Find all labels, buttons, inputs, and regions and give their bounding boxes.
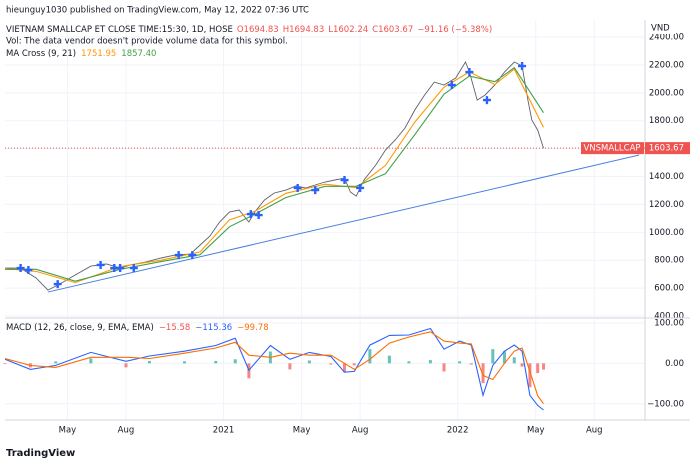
symbol-title: VIETNAM SMALLCAP ET CLOSE TIME:15:30, 1D… xyxy=(6,25,233,35)
cross-marker xyxy=(246,210,255,219)
cross-marker xyxy=(447,81,456,90)
ohlc-value: C1603.67 xyxy=(372,25,413,35)
ma-legend: MA Cross (9, 21) 1751.95 1857.40 xyxy=(6,49,156,59)
legend-title: VIETNAM SMALLCAP ET CLOSE TIME:15:30, 1D… xyxy=(6,25,492,35)
histogram-bar xyxy=(329,363,333,365)
cross-marker xyxy=(116,264,125,273)
cross-marker xyxy=(465,68,474,77)
macd-value: −115.36 xyxy=(195,323,232,333)
x-tick-label: Aug xyxy=(586,426,603,436)
histogram-bar xyxy=(343,363,347,373)
y-tick-label: 1200.00 xyxy=(649,200,684,210)
x-tick-label: May xyxy=(59,426,77,436)
volume-note: Vol: The data vendor doesn't provide vol… xyxy=(6,37,288,47)
histogram-bar xyxy=(520,363,524,367)
y-tick-label: 400.00 xyxy=(654,312,684,322)
y-tick-label: 2200.00 xyxy=(649,60,684,70)
x-tick-label: 2022 xyxy=(447,426,469,436)
histogram-bar xyxy=(368,349,372,364)
y-tick-label: −100.00 xyxy=(647,399,684,409)
histogram-bar xyxy=(214,360,218,364)
histogram-bar xyxy=(89,358,93,364)
y-tick-label: 1800.00 xyxy=(649,116,684,126)
histogram-bar xyxy=(147,360,151,364)
cross-marker xyxy=(24,266,33,275)
x-tick-label: May xyxy=(527,426,545,436)
histogram-bar xyxy=(536,363,540,374)
histogram-bar xyxy=(503,351,507,364)
cross-marker xyxy=(518,62,527,71)
histogram-bar xyxy=(54,361,58,364)
ma-title: MA Cross (9, 21) xyxy=(6,49,76,59)
y-tick-label: 2000.00 xyxy=(649,88,684,98)
y-tick-label: 1000.00 xyxy=(649,228,684,238)
cross-marker xyxy=(356,183,365,192)
macd-line xyxy=(4,327,544,411)
ma-line xyxy=(5,66,544,282)
y-tick-label: 1400.00 xyxy=(649,172,684,182)
histogram-bar xyxy=(469,363,473,365)
ma-value: 1751.95 xyxy=(81,49,116,59)
macd-title: MACD (12, 26, close, 9, EMA, EMA) xyxy=(6,323,154,333)
histogram-bar xyxy=(288,363,292,370)
histogram-bar xyxy=(542,363,546,370)
symbol-tag-bg xyxy=(581,142,644,155)
macd-legend: MACD (12, 26, close, 9, EMA, EMA) −15.58−… xyxy=(6,323,269,333)
ma-line xyxy=(4,68,544,284)
y-tick-label: 600.00 xyxy=(654,284,684,294)
histogram-bar xyxy=(352,363,356,366)
y-tick-label: 100.00 xyxy=(654,318,684,328)
histogram-bar xyxy=(307,360,311,364)
trendline xyxy=(47,154,640,293)
cross-marker xyxy=(340,176,349,185)
histogram-bar xyxy=(387,355,391,364)
histogram-bar xyxy=(512,357,516,364)
histogram-bar xyxy=(124,363,128,368)
ohlc-value: L1602.24 xyxy=(328,25,368,35)
histogram-bar xyxy=(458,361,462,364)
histogram-bar xyxy=(528,363,532,388)
y-tick-label: 0.00 xyxy=(665,359,684,369)
histogram-bar xyxy=(3,363,7,365)
cross-marker xyxy=(293,183,302,192)
histogram-bar xyxy=(428,360,432,364)
x-tick-label: May xyxy=(293,426,311,436)
axis-label: VND xyxy=(651,24,670,34)
ohlc-value: −91.16 (−5.38%) xyxy=(417,25,492,35)
ohlc-value: H1694.83 xyxy=(283,25,325,35)
cross-marker xyxy=(96,260,105,269)
symbol-tag: VNSMALLCAP xyxy=(583,144,640,154)
cross-marker xyxy=(482,96,491,105)
ohlc-value: O1694.83 xyxy=(237,25,279,35)
cross-marker xyxy=(129,264,138,273)
cross-marker xyxy=(254,211,263,220)
published-note: hieunguy1030 published on TradingView.co… xyxy=(6,6,309,16)
cross-marker xyxy=(188,251,197,260)
macd-value: −99.78 xyxy=(237,323,268,333)
cross-marker xyxy=(53,280,62,289)
last-price-label: 1603.67 xyxy=(649,144,684,154)
histogram-bar xyxy=(407,361,411,364)
axis-label-bg xyxy=(646,22,676,34)
cross-marker xyxy=(16,264,25,273)
footer-logo: TradingView xyxy=(6,448,75,459)
y-tick-label: 800.00 xyxy=(654,256,684,266)
histogram-bar xyxy=(183,361,187,364)
x-tick-label: Aug xyxy=(118,426,135,436)
x-tick-label: 2021 xyxy=(213,426,235,436)
x-tick-label: Aug xyxy=(352,426,369,436)
y-tick-label: 2400.00 xyxy=(649,33,684,43)
last-price-bg xyxy=(645,142,690,155)
cross-marker xyxy=(311,186,320,195)
histogram-bar xyxy=(233,359,237,364)
macd-value: −15.58 xyxy=(159,323,190,333)
histogram-bar xyxy=(481,363,485,384)
histogram-bar xyxy=(491,349,495,364)
signal-line xyxy=(4,331,544,405)
histogram-bar xyxy=(442,363,446,372)
ma-value: 1857.40 xyxy=(121,49,156,59)
cross-marker xyxy=(174,251,183,260)
